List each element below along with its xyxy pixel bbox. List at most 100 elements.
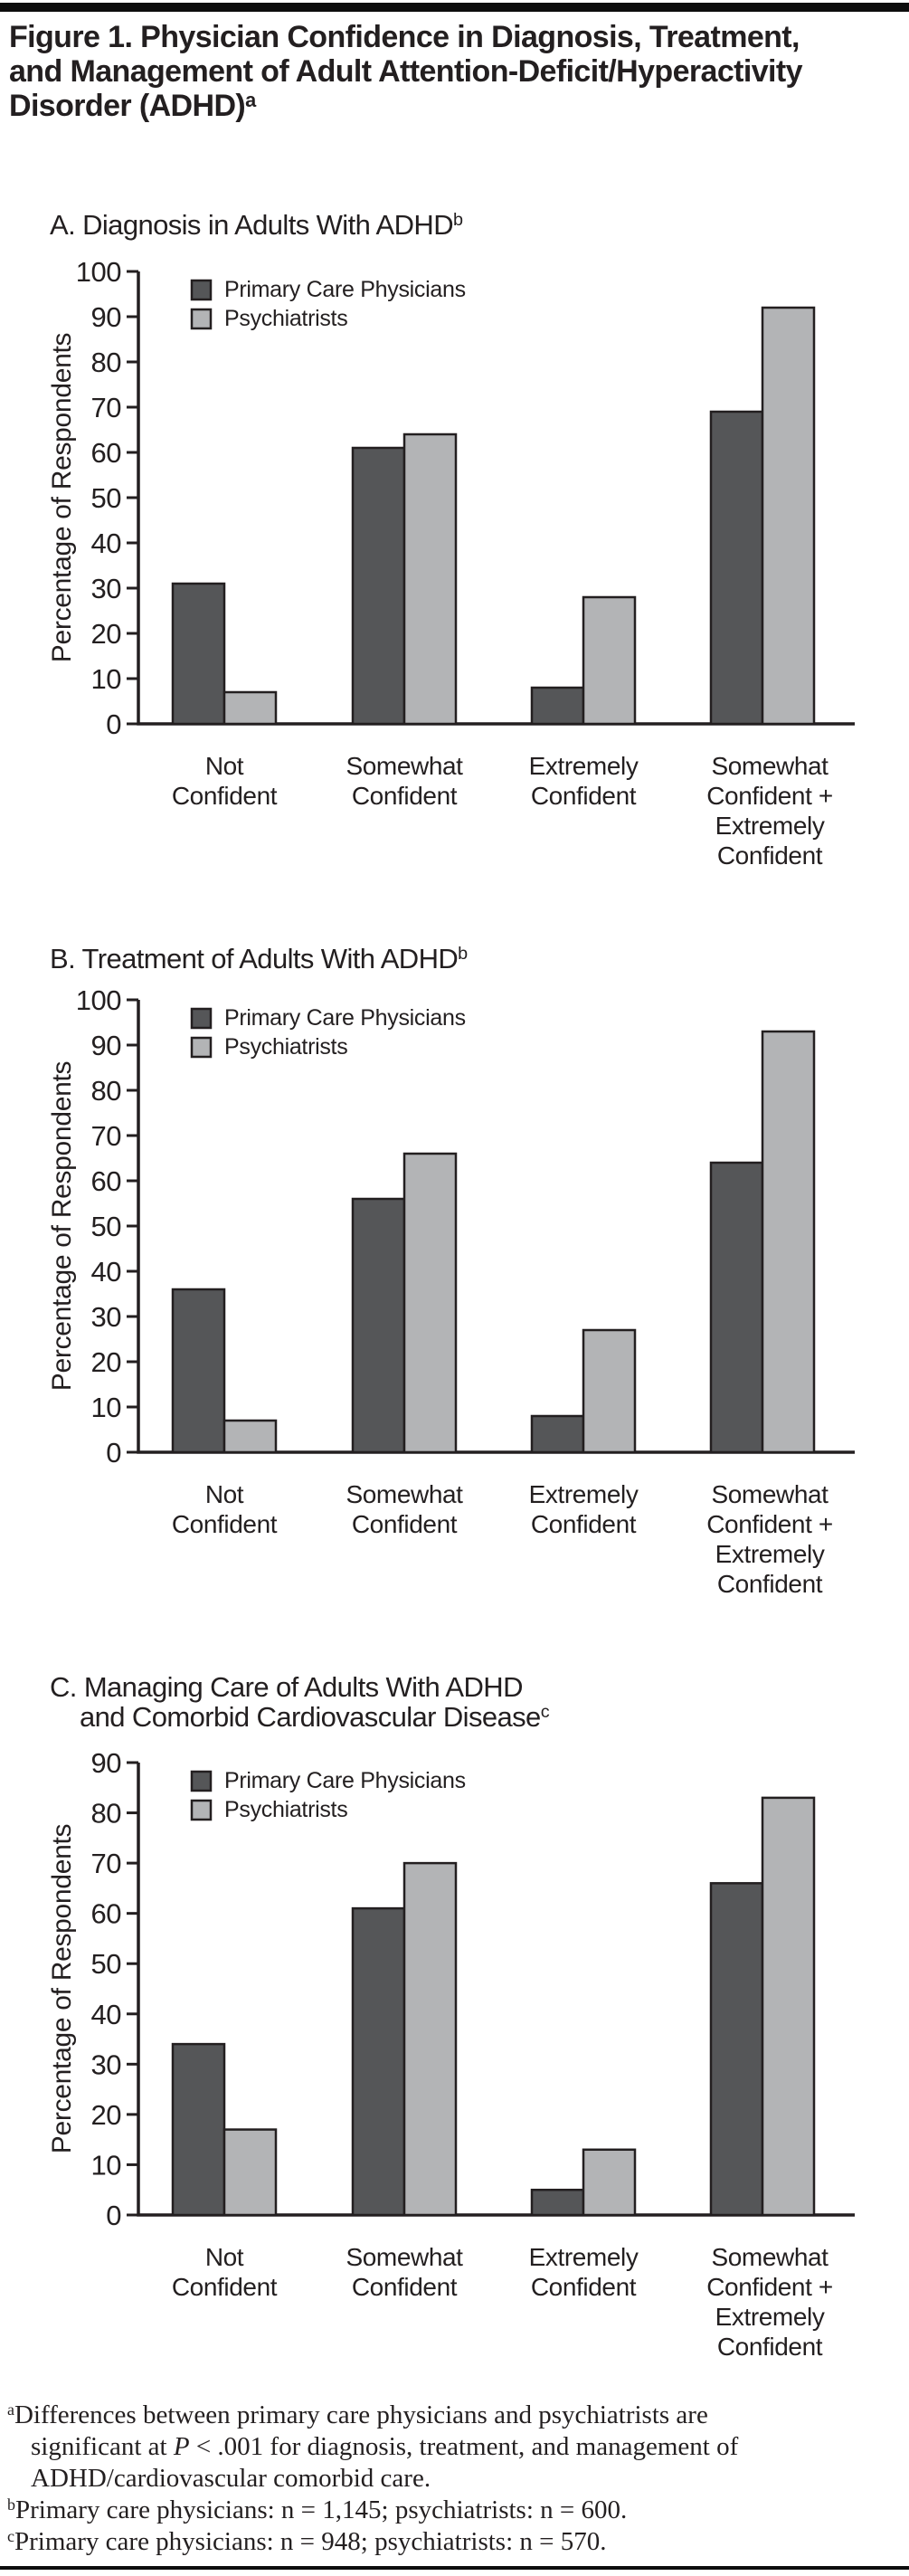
category-label-somewhat-confident-line2: Confident: [352, 782, 458, 810]
bar-primary-care-physicians-somewhat-confident: [351, 1906, 406, 2217]
footnote-c: cPrimary care physicians: n = 948; psych…: [7, 2527, 607, 2556]
y-tick-label-30: 30: [91, 2048, 122, 2080]
category-label-somewhat-confident-extremely-confident-line1: Somewhat: [711, 1480, 829, 1508]
category-label-somewhat-confident-extremely-confident-line1: Somewhat: [711, 752, 829, 780]
bar-psychiatrists-somewhat-confident-extremely-confident: [761, 1796, 816, 2217]
footnote-a-line3: ADHD/cardiovascular comorbid care.: [31, 2464, 431, 2493]
bar-psychiatrists-somewhat-confident: [402, 1861, 458, 2217]
panel-c-title-line1: C. Managing Care of Adults With ADHD: [50, 1671, 523, 1703]
panel-b-title: B. Treatment of Adults With ADHDb: [50, 943, 468, 974]
chart-a-diagnosis: 0 10 20 30 40 50 60 70 80 90 100 Percentage of Resp…: [47, 256, 855, 870]
category-label-extremely-confident-line2: Confident: [531, 2273, 637, 2301]
category-label-extremely-confident-line2: Confident: [531, 1510, 637, 1538]
category-label-somewhat-confident-extremely-confident-line3: Extremely: [715, 2303, 825, 2331]
y-tick-label-50: 50: [91, 482, 122, 514]
category-label-somewhat-confident-line2: Confident: [352, 1510, 458, 1538]
y-tick-label-80: 80: [91, 1798, 122, 1830]
y-tick-label-0: 0: [106, 1437, 121, 1469]
legend-label-primary-care-physicians: Primary Care Physicians: [224, 1768, 466, 1793]
bar-psychiatrists-not-confident: [223, 2128, 278, 2217]
y-tick-label-100: 100: [76, 256, 121, 288]
y-tick-label-70: 70: [91, 392, 122, 423]
bar-primary-care-physicians-somewhat-confident-extremely-confident: [709, 410, 764, 726]
y-tick-label-40: 40: [91, 528, 122, 559]
category-label-not-confident-line1: Not: [205, 752, 244, 780]
category-label-somewhat-confident-line1: Somewhat: [346, 2243, 463, 2271]
y-tick-label-80: 80: [91, 347, 122, 378]
y-tick-label-90: 90: [91, 301, 122, 333]
figure-title-line3: Disorder (ADHD)a: [9, 89, 256, 123]
category-label-extremely-confident-line1: Extremely: [529, 752, 639, 780]
y-tick-label-20: 20: [91, 1346, 122, 1378]
legend-label-psychiatrists: Psychiatrists: [224, 1034, 347, 1060]
category-label-somewhat-confident-extremely-confident-line2: Confident +: [706, 2273, 833, 2301]
y-axis-label: Percentage of Respondents: [47, 1061, 77, 1391]
category-label-extremely-confident-line2: Confident: [531, 782, 637, 810]
y-tick-label-20: 20: [91, 618, 122, 650]
y-tick-label-50: 50: [91, 1948, 122, 1980]
bar-psychiatrists-not-confident: [223, 690, 278, 726]
footnote-a-line1: aDifferences between primary care physic…: [7, 2400, 708, 2429]
panel-c-title: C. Managing Care of Adults With ADHD and…: [50, 1671, 550, 1733]
category-label-somewhat-confident-line2: Confident: [352, 2273, 458, 2301]
chart-b-treatment: 0 10 20 30 40 50 60 70 80 90 100 Percentage of Resp…: [47, 984, 855, 1598]
y-tick-label-30: 30: [91, 573, 122, 604]
category-label-somewhat-confident-extremely-confident-line1: Somewhat: [711, 2243, 829, 2271]
footnote-a-line2: significant at P < .001 for diagnosis, t…: [31, 2432, 739, 2461]
bar-primary-care-physicians-somewhat-confident-extremely-confident: [709, 1882, 764, 2217]
category-label-not-confident-line2: Confident: [172, 782, 278, 810]
panel-a-title: A. Diagnosis in Adults With ADHDb: [50, 209, 463, 241]
y-tick-label-70: 70: [91, 1120, 122, 1152]
category-label-somewhat-confident-extremely-confident-line4: Confident: [717, 1570, 823, 1598]
category-label-extremely-confident-line1: Extremely: [529, 1480, 639, 1508]
bar-psychiatrists-extremely-confident: [582, 1328, 637, 1454]
y-tick-label-40: 40: [91, 1999, 122, 2030]
y-tick-label-50: 50: [91, 1211, 122, 1242]
category-label-somewhat-confident-extremely-confident-line2: Confident +: [706, 782, 833, 810]
bar-primary-care-physicians-extremely-confident: [530, 1414, 585, 1454]
bar-primary-care-physicians-somewhat-confident: [351, 446, 406, 726]
bar-psychiatrists-somewhat-confident: [402, 433, 458, 726]
panel-c-managing-care: C. Managing Care of Adults With ADHD and…: [0, 1672, 909, 2369]
y-tick-label-100: 100: [76, 984, 121, 1016]
y-tick-label-80: 80: [91, 1075, 122, 1107]
y-tick-label-90: 90: [91, 1747, 122, 1779]
footnotes: aDifferences between primary care physic…: [7, 2400, 901, 2558]
bar-psychiatrists-somewhat-confident-extremely-confident: [761, 1030, 816, 1454]
category-label-not-confident-line1: Not: [205, 1480, 244, 1508]
figure-title-superscript: a: [245, 89, 256, 111]
y-tick-label-70: 70: [91, 1848, 122, 1879]
bar-psychiatrists-somewhat-confident: [402, 1152, 458, 1454]
legend-swatch-psychiatrists: [190, 1036, 213, 1059]
y-tick-label-10: 10: [91, 2149, 122, 2181]
y-tick-label-10: 10: [91, 1392, 122, 1423]
y-axis-label: Percentage of Respondents: [47, 333, 77, 662]
category-label-somewhat-confident-extremely-confident-line4: Confident: [717, 841, 823, 870]
bar-psychiatrists-somewhat-confident-extremely-confident: [761, 306, 816, 726]
legend-label-psychiatrists: Psychiatrists: [224, 1797, 347, 1822]
y-tick-label-0: 0: [106, 708, 121, 740]
y-tick-label-40: 40: [91, 1256, 122, 1288]
legend-label-primary-care-physicians: Primary Care Physicians: [224, 1005, 466, 1031]
bar-primary-care-physicians-extremely-confident: [530, 2188, 585, 2217]
y-tick-label-20: 20: [91, 2099, 122, 2131]
legend-label-psychiatrists: Psychiatrists: [224, 306, 347, 331]
figure-title: Figure 1. Physician Confidence in Diagno…: [9, 20, 906, 123]
bar-primary-care-physicians-somewhat-confident: [351, 1197, 406, 1454]
panel-c-title-line2: and Comorbid Cardiovascular Diseasec: [80, 1701, 550, 1733]
top-rule: [0, 3, 909, 12]
bar-primary-care-physicians-not-confident: [171, 2042, 226, 2217]
legend-swatch-primary-care-physicians: [190, 1007, 213, 1030]
y-tick-label-0: 0: [106, 2200, 121, 2231]
panel-c-title-superscript: c: [540, 1702, 550, 1722]
footnote-b: bPrimary care physicians: n = 1,145; psy…: [7, 2495, 628, 2524]
bar-primary-care-physicians-not-confident: [171, 582, 226, 726]
panel-b-treatment: B. Treatment of Adults With ADHDb 0 10 20 3…: [0, 944, 909, 1640]
category-label-somewhat-confident-extremely-confident-line3: Extremely: [715, 812, 825, 840]
legend-swatch-psychiatrists: [190, 308, 213, 330]
category-label-not-confident-line2: Confident: [172, 2273, 278, 2301]
y-tick-label-60: 60: [91, 1898, 122, 1930]
chart-c-managing-care: 0 10 20 30 40 50 60 70 80 90 Percentage of Respond…: [47, 1747, 855, 2361]
bar-primary-care-physicians-extremely-confident: [530, 686, 585, 726]
legend-swatch-psychiatrists: [190, 1799, 213, 1821]
